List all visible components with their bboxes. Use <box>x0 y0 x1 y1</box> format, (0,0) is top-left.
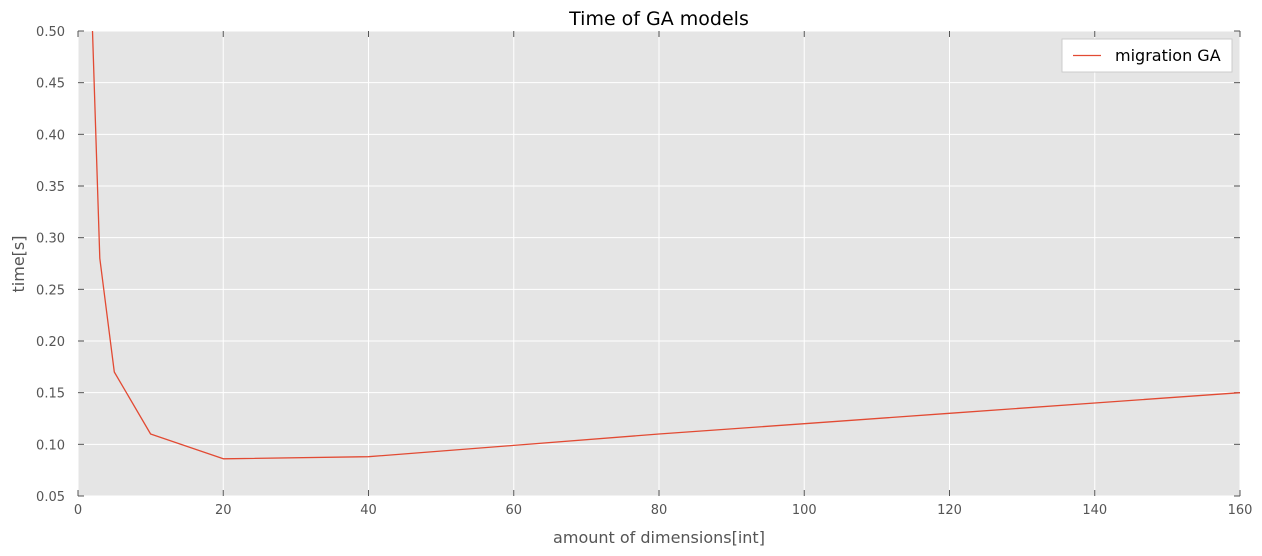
x-tick-label: 60 <box>505 503 522 518</box>
x-tick-labels: 0 20 40 60 80 100 120 140 160 <box>74 503 1253 518</box>
x-tick-label: 80 <box>651 503 668 518</box>
series-layer <box>91 30 1241 460</box>
x-tick-label: 140 <box>1082 503 1107 518</box>
series-line-migration-ga <box>91 30 1241 460</box>
legend-label: migration GA <box>1115 46 1221 65</box>
y-tick-label: 0.15 <box>36 387 65 402</box>
x-tick-label: 160 <box>1228 503 1253 518</box>
x-tick-label: 40 <box>360 503 377 518</box>
y-tick-label: 0.10 <box>36 438 65 453</box>
axis-ticks <box>77 30 1241 497</box>
x-axis-label: amount of dimensions[int] <box>553 528 765 547</box>
y-tick-label: 0.20 <box>36 335 65 350</box>
x-tick-label: 120 <box>937 503 962 518</box>
legend: migration GA <box>1061 38 1233 73</box>
y-tick-label: 0.35 <box>36 180 65 195</box>
y-tick-label: 0.50 <box>36 25 65 40</box>
y-tick-label: 0.45 <box>36 77 65 92</box>
y-tick-label: 0.40 <box>36 128 65 143</box>
x-tick-label: 0 <box>74 503 82 518</box>
x-tick-label: 20 <box>215 503 232 518</box>
x-tick-label: 100 <box>792 503 817 518</box>
y-axis-label: time[s] <box>9 236 28 293</box>
y-tick-labels: 0.05 0.10 0.15 0.20 0.25 0.30 0.35 0.40 0.45 0.50 <box>36 25 65 505</box>
y-tick-label: 0.25 <box>36 283 65 298</box>
chart-title: Time of GA models <box>568 8 749 30</box>
y-tick-label: 0.05 <box>36 490 65 505</box>
y-tick-label: 0.30 <box>36 232 65 247</box>
